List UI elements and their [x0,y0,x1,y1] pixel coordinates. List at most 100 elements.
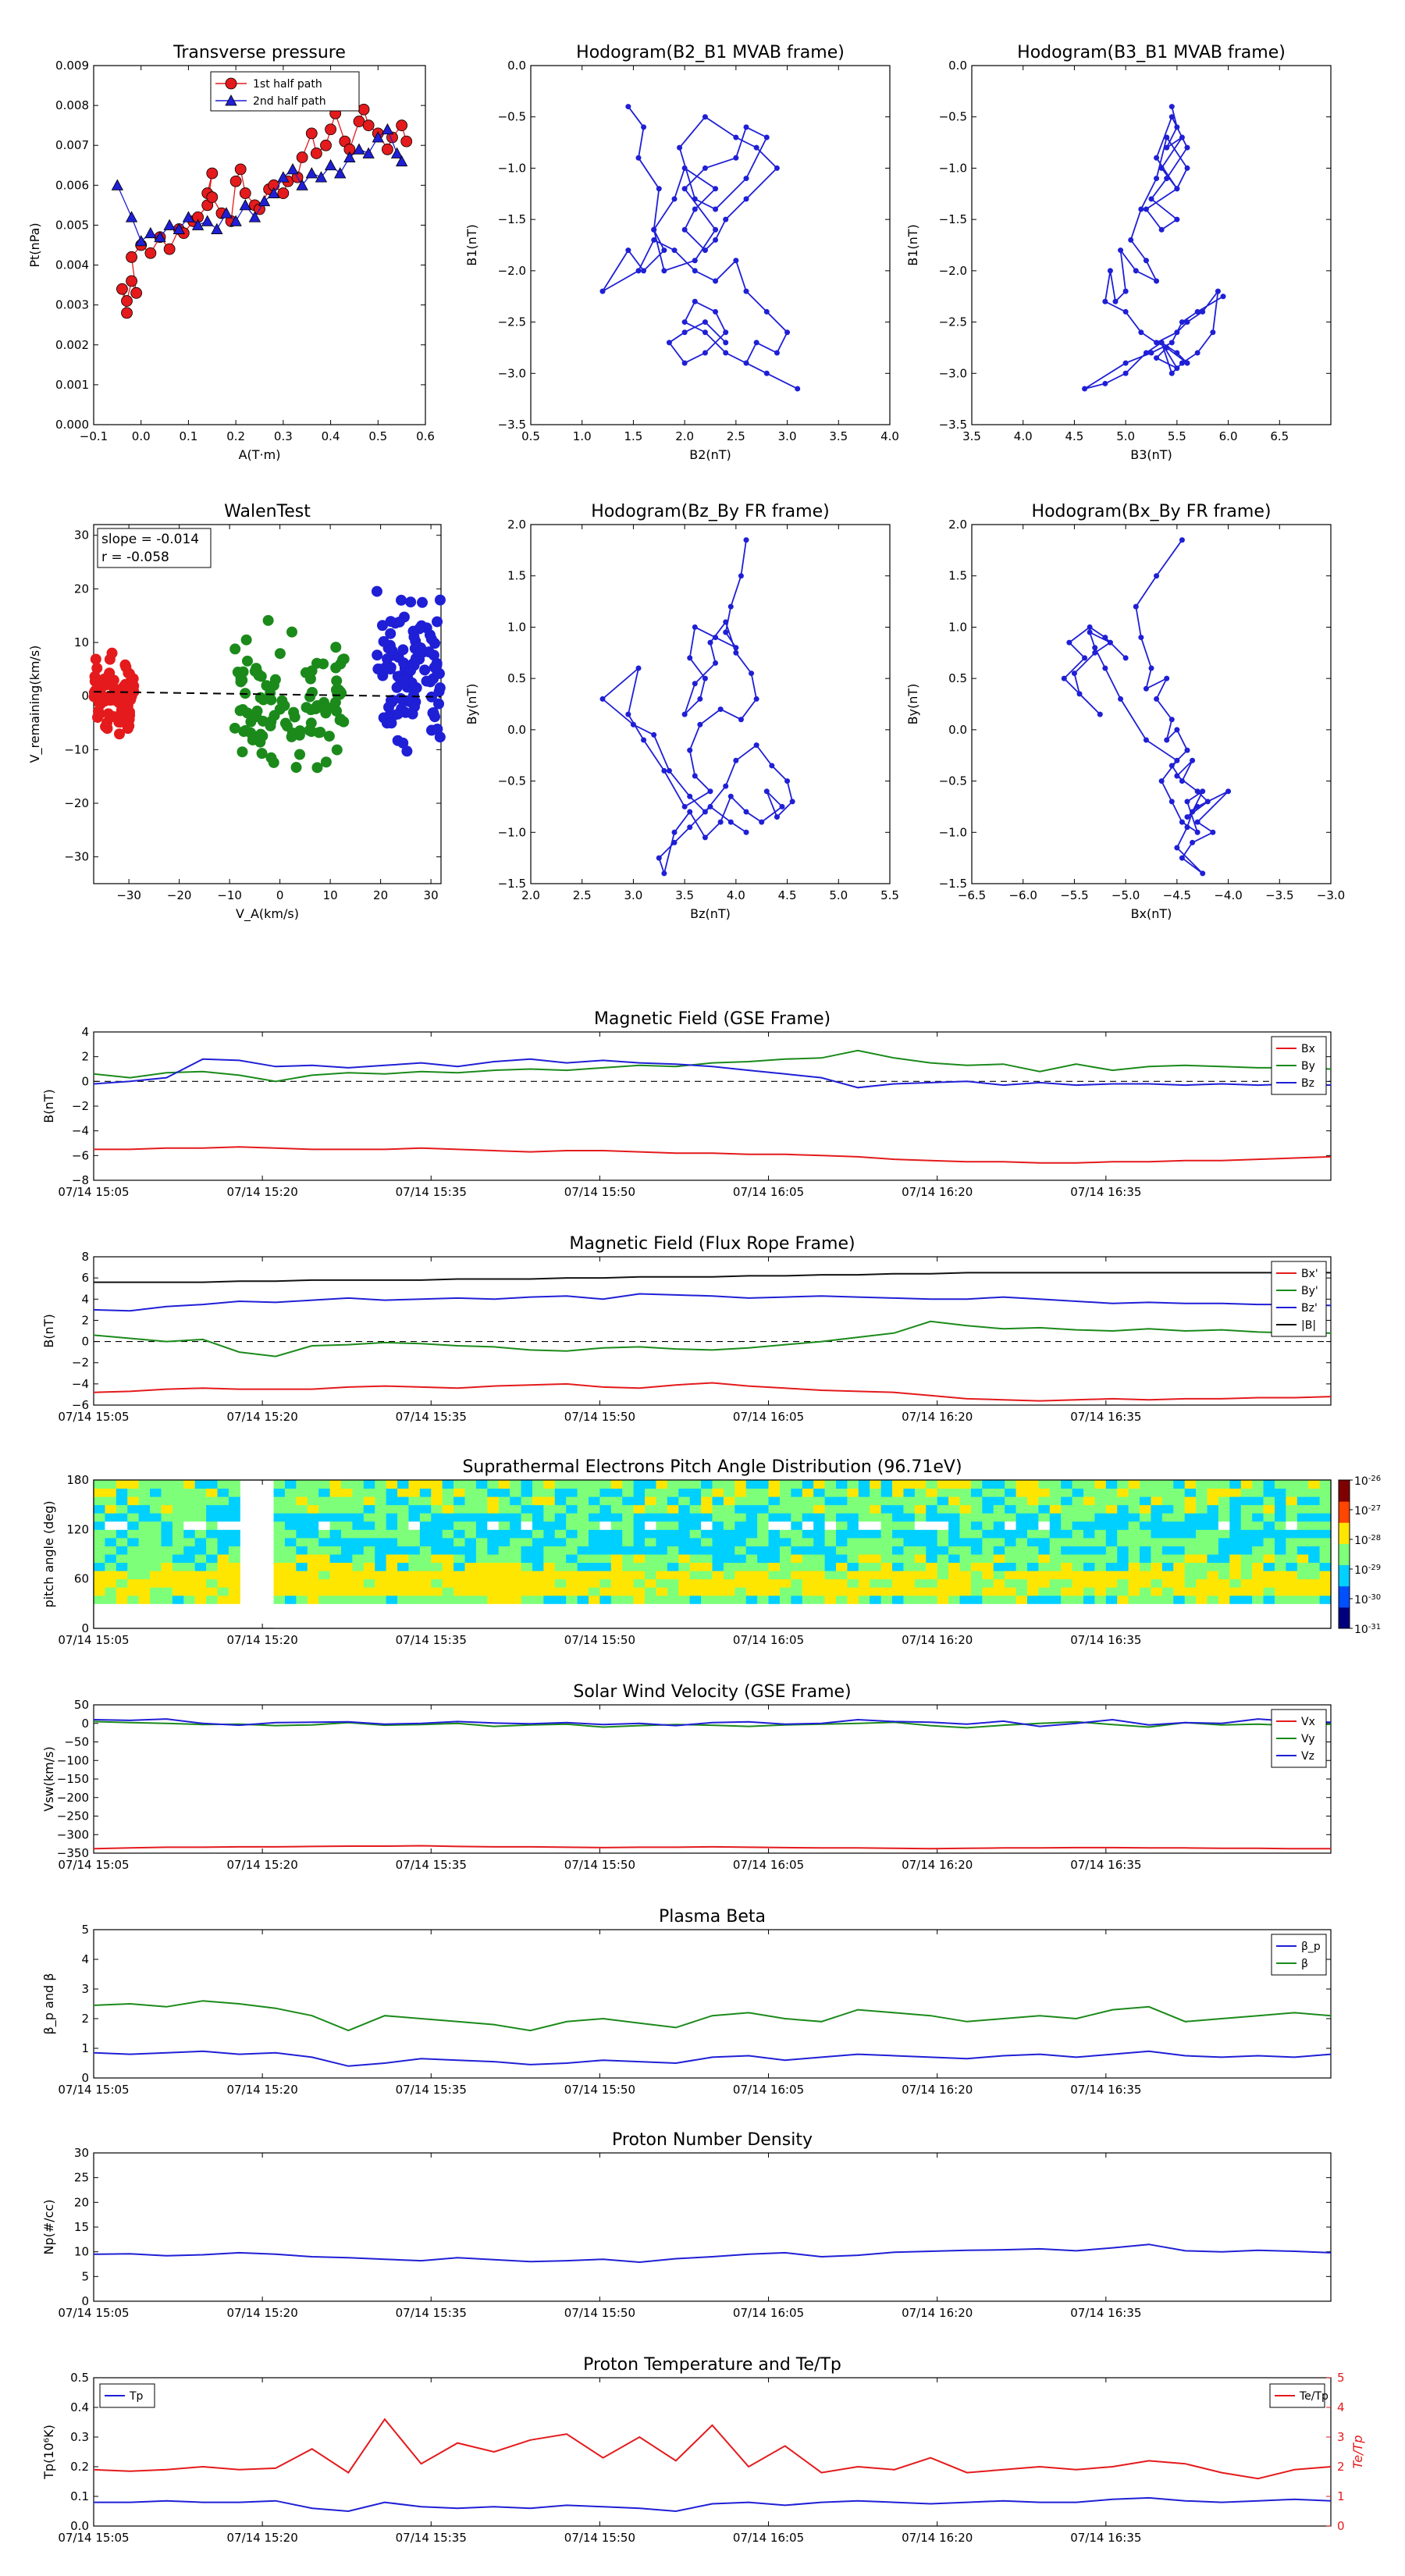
heatmap-cell [892,1537,904,1546]
data-point [774,165,780,171]
data-point [432,724,443,735]
heatmap-cell [1229,1496,1242,1506]
heatmap-cell [273,1488,286,1497]
heatmap-cell [1196,1587,1208,1596]
heatmap-cell [127,1578,140,1588]
heatmap-cell [228,1620,240,1629]
y-axis-label: β_p and β [41,1973,57,2035]
heatmap-cell [194,1587,207,1596]
y-tick-label: 1.5 [948,569,967,583]
heatmap-cell [1173,1529,1186,1539]
heatmap-cell [970,1546,983,1555]
heatmap-cell [419,1480,432,1489]
heatmap-cell [813,1504,826,1514]
heatmap-cell [454,1480,465,1489]
heatmap-cell [1105,1521,1118,1530]
heatmap-cell [273,1562,286,1571]
data-point [121,307,133,319]
heatmap-cell [228,1571,240,1580]
data-point [396,671,407,683]
y-tick-label: 30 [74,528,89,543]
y-tick-label: 60 [74,1572,89,1586]
heatmap-cell [678,1571,691,1580]
data-point [1200,870,1206,877]
data-point [382,143,393,155]
x-tick-label: −20 [167,888,192,902]
data-point [433,698,445,710]
heatmap-cell [656,1546,668,1555]
heatmap-cell [701,1521,713,1530]
data-point [296,179,308,190]
heatmap-cell [791,1603,803,1613]
heatmap-cell [116,1554,128,1564]
heatmap-cell [701,1529,713,1539]
heatmap-cell [408,1488,421,1497]
heatmap-cell [194,1546,207,1555]
data-point [625,711,631,717]
heatmap-cell [296,1595,308,1604]
data-point [289,711,301,723]
heatmap-cell [442,1504,454,1514]
heatmap-cell [937,1595,949,1604]
heatmap-cell [296,1554,308,1564]
heatmap-cell [1083,1571,1095,1580]
heatmap-cell [464,1595,477,1604]
data-point [1122,288,1129,294]
heatmap-cell [768,1587,781,1596]
heatmap-cell [397,1504,409,1514]
heatmap-cell [589,1504,600,1514]
data-point [671,829,678,835]
heatmap-cell [982,1537,994,1546]
heatmap-cell [667,1554,679,1564]
heatmap-cell [836,1521,848,1530]
heatmap-cell [487,1488,500,1497]
data-point [239,187,251,199]
heatmap-cell [375,1504,387,1514]
series-line [94,1272,1331,1283]
heatmap-cell [858,1603,870,1613]
heatmap-cell [926,1603,938,1613]
y-axis-label: B(nT) [41,1314,56,1347]
heatmap-cell [880,1595,893,1604]
heatmap-cell [127,1504,140,1514]
heatmap-cell [454,1488,465,1497]
y-tick-label: 0 [81,2071,89,2085]
data-point [102,708,114,720]
heatmap-cell [510,1603,522,1613]
heatmap-cell [1128,1521,1140,1530]
heatmap-cell [712,1578,724,1588]
heatmap-cell [1140,1578,1151,1588]
heatmap-cell [94,1554,105,1564]
data-point [1154,696,1160,702]
heatmap-cell [1207,1603,1219,1613]
heatmap-cell [138,1603,151,1613]
heatmap-cell [532,1513,544,1522]
heatmap-cell [1286,1537,1298,1546]
heatmap-cell [1297,1595,1309,1604]
data-point [124,710,136,721]
heatmap-cell [318,1578,331,1588]
heatmap-cell [1161,1587,1174,1596]
heatmap-cell [633,1488,646,1497]
heatmap-cell [1151,1620,1163,1629]
heatmap-cell [228,1529,240,1539]
heatmap-cell [1094,1603,1107,1613]
heatmap-cell [1218,1562,1230,1571]
heatmap-cell [937,1546,949,1555]
heatmap-cell [892,1620,904,1629]
heatmap-cell [375,1488,387,1497]
heatmap-cell [735,1554,747,1564]
data-point [1210,829,1216,835]
heatmap-cell [937,1496,949,1506]
heatmap-cell [1072,1537,1084,1546]
heatmap-cell [1229,1595,1242,1604]
heatmap-cell [622,1620,635,1629]
y-tick-label: 0.2 [70,2460,89,2474]
y-tick-label: 0.4 [70,2400,89,2414]
heatmap-cell [1218,1587,1230,1596]
heatmap-cell [397,1529,409,1539]
heatmap-cell [892,1562,904,1571]
data-point [753,696,759,702]
heatmap-cell [599,1496,612,1506]
x-tick-label: 07/14 16:20 [902,1410,973,1424]
